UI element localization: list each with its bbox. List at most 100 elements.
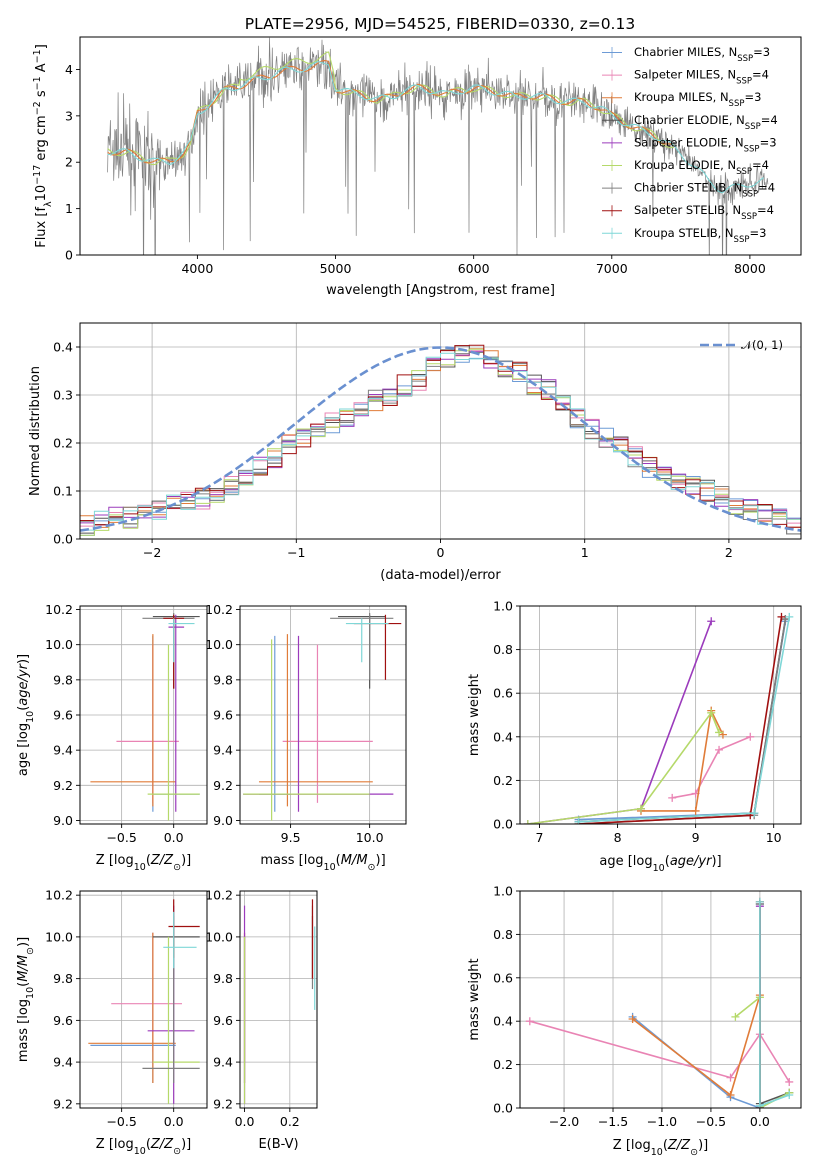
x-tick-label: 8 [614, 830, 622, 845]
series-marker [755, 897, 764, 906]
y-tick-label: 1 [65, 201, 73, 216]
y-tick-label: 10.2 [205, 602, 233, 617]
x-tick-label: −0.5 [696, 1114, 726, 1129]
x-tick-label: 7000 [596, 261, 628, 276]
legend-label: Salpeter MILES, NSSP=4 [634, 68, 769, 87]
y-tick-label: 1.0 [493, 599, 513, 614]
y-tick-label: 0 [65, 248, 73, 263]
errorbars [243, 899, 316, 1104]
y-axis-label: mass weight [467, 674, 482, 756]
legend-label: Chabrier STELIB, NSSP=4 [634, 181, 775, 200]
y-tick-label: 10.0 [205, 929, 233, 944]
y-tick-label: 10.0 [205, 637, 233, 652]
x-tick-label: −0.5 [106, 1114, 136, 1129]
legend-label: Kroupa STELIB, NSSP=3 [634, 226, 766, 245]
x-tick-label: 4000 [181, 261, 213, 276]
spectrum-panel: 4000 5000 6000 7000 8000 0 1 2 3 4 wavelength [Ang… [32, 36, 802, 298]
x-tick-label: 5000 [320, 261, 352, 276]
y-tick-label: 3 [65, 108, 73, 123]
legend-label: Kroupa ELODIE, NSSP=4 [634, 158, 769, 177]
x-tick-label: −1 [287, 545, 305, 560]
y-tick-label: 9.4 [213, 743, 233, 758]
y-axis-label: Normed distribution [28, 366, 43, 496]
series-lines [523, 612, 794, 824]
series-marker [715, 745, 724, 754]
y-tick-label: 9.6 [53, 708, 73, 723]
histogram-step [80, 349, 801, 539]
y-tick-label: 0.3 [53, 388, 73, 403]
y-tick-label: 0.0 [53, 532, 73, 547]
y-axis-label: mass [log10(M/M⊙)] [16, 937, 36, 1062]
axes-frame [519, 605, 802, 825]
axes-frame [239, 890, 318, 1109]
y-tick-label: 9.8 [213, 971, 233, 986]
x-tick-label: 2 [725, 545, 733, 560]
x-tick-label: 0.0 [164, 1114, 184, 1129]
figure-title: PLATE=2956, MJD=54525, FIBERID=0330, z=0… [245, 15, 635, 33]
legend-label: Salpeter STELIB, NSSP=4 [634, 203, 774, 222]
y-tick-label: 0.6 [493, 970, 513, 985]
model-spectrum-line [107, 60, 675, 164]
x-tick-label: −2 [143, 545, 161, 560]
y-tick-label: 0.4 [493, 1014, 513, 1029]
x-tick-label: 10.0 [356, 830, 384, 845]
series-marker [691, 806, 700, 815]
x-tick-label: 9 [692, 830, 700, 845]
x-axis-label: E(B-V) [258, 1137, 298, 1152]
series-marker [785, 1090, 794, 1099]
series-marker [750, 809, 759, 818]
series-marker [525, 1017, 534, 1026]
series-marker [715, 728, 724, 737]
massweight_vs_Z-panel: −2.0 −1.5 −1.0 −0.5 0.0 0.0 0.2 0.4 0.6 0.8 1.0 Z [… [467, 884, 802, 1158]
x-tick-label: 0.0 [750, 1114, 770, 1129]
y-tick-label: 9.4 [213, 1055, 233, 1070]
y-tick-label: 9.0 [53, 813, 73, 828]
y-tick-label: 0.4 [493, 729, 513, 744]
y-tick-label: 2 [65, 155, 73, 170]
series-marker [523, 820, 532, 824]
legend-label: Chabrier MILES, NSSP=3 [634, 45, 770, 64]
axes-frame [79, 890, 208, 1109]
x-tick-label: 0.0 [235, 1114, 255, 1129]
x-tick-label: −1.5 [598, 1114, 628, 1129]
x-tick-label: 0 [437, 545, 445, 560]
mass_vs_Z-panel: −0.5 0.0 9.2 9.4 9.6 9.8 10.0 10.2 Z [log10(Z/Z⊙… [16, 888, 208, 1157]
errorbars [90, 613, 200, 821]
y-tick-label: 9.8 [53, 971, 73, 986]
x-axis-label: (data-model)/error [380, 568, 501, 583]
y-tick-label: 0.0 [493, 817, 513, 832]
y-tick-label: 9.6 [213, 708, 233, 723]
x-tick-label: 6000 [458, 261, 490, 276]
y-axis-label: age [log10(age/yr)] [16, 654, 36, 776]
y-tick-label: 0.8 [493, 927, 513, 942]
y-tick-label: 9.4 [53, 743, 73, 758]
y-tick-label: 10.2 [45, 888, 73, 903]
series-marker [628, 1015, 637, 1024]
y-tick-label: 0.4 [53, 340, 73, 355]
series-line [578, 616, 791, 823]
y-tick-label: 9.2 [213, 778, 233, 793]
errorbars [88, 899, 200, 1104]
x-tick-label: 9.5 [281, 830, 301, 845]
x-tick-label: 10 [766, 830, 782, 845]
y-tick-label: 9.6 [53, 1013, 73, 1028]
series-marker [574, 817, 583, 824]
spectrum-legend: Chabrier MILES, NSSP=3 Salpeter MILES, NS… [602, 45, 778, 245]
y-tick-label: 10.2 [45, 602, 73, 617]
y-tick-label: 0.2 [53, 436, 73, 451]
x-axis-label: mass [log10(M/M⊙)] [260, 853, 385, 873]
series-line [527, 711, 720, 824]
y-tick-label: 0.0 [493, 1101, 513, 1116]
series-marker [707, 708, 716, 717]
y-tick-label: 9.6 [213, 1013, 233, 1028]
y-tick-label: 9.2 [213, 1096, 233, 1111]
x-tick-label: −0.5 [106, 830, 136, 845]
y-axis-label: mass weight [467, 958, 482, 1040]
x-tick-label: −2.0 [549, 1114, 579, 1129]
errorbars [243, 613, 402, 821]
series-marker [785, 1077, 794, 1086]
series-marker [726, 1090, 735, 1099]
y-tick-label: 0.2 [493, 1057, 513, 1072]
y-tick-label: 0.1 [53, 484, 73, 499]
